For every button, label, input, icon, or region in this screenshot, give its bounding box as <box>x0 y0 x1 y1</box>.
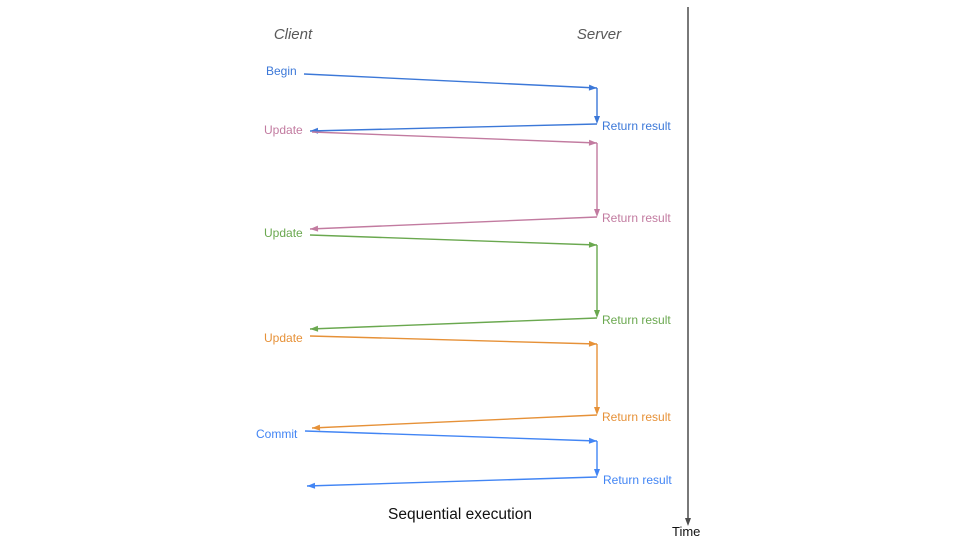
message-commit <box>304 430 600 489</box>
request-line <box>309 234 598 246</box>
request-line <box>304 430 598 442</box>
message-label-update-3: Update <box>264 331 303 345</box>
message-update-3 <box>309 335 600 431</box>
message-label-update-1: Update <box>264 123 303 137</box>
client-lifeline-label: Client <box>273 26 313 43</box>
message-update-2 <box>309 234 600 332</box>
response-line <box>311 414 598 429</box>
request-line <box>303 73 598 89</box>
processing-arrowhead-icon <box>594 407 600 415</box>
response-arrowhead-icon <box>307 482 316 489</box>
processing-arrowhead-icon <box>594 116 600 124</box>
request-arrowhead-icon <box>588 84 597 91</box>
response-arrowhead-icon <box>310 325 319 332</box>
response-line <box>309 216 598 230</box>
response-line <box>309 317 598 330</box>
return-label-begin: Return result <box>602 119 671 133</box>
processing-arrowhead-icon <box>594 310 600 318</box>
request-arrowhead-icon <box>588 139 597 146</box>
message-label-begin: Begin <box>266 64 297 78</box>
processing-arrowhead-icon <box>594 209 600 217</box>
request-line <box>311 131 598 144</box>
message-update-1 <box>309 131 600 232</box>
request-line <box>309 335 598 345</box>
time-axis <box>685 7 691 526</box>
return-label-update-3: Return result <box>602 410 671 424</box>
processing-arrowhead-icon <box>594 469 600 477</box>
request-arrowhead-icon <box>588 241 597 248</box>
time-axis-label: Time <box>672 524 701 539</box>
response-arrowhead-icon <box>312 424 321 431</box>
diagram-caption: Sequential execution <box>388 506 532 523</box>
message-label-commit: Commit <box>256 427 298 441</box>
return-label-commit: Return result <box>603 473 672 487</box>
response-arrowhead-icon <box>310 225 319 232</box>
response-line <box>306 476 598 487</box>
server-lifeline-label: Server <box>576 26 622 43</box>
return-label-update-2: Return result <box>602 313 671 327</box>
return-label-update-1: Return result <box>602 211 671 225</box>
message-label-update-2: Update <box>264 226 303 240</box>
response-arrowhead-icon <box>310 127 319 134</box>
request-arrowhead-icon <box>588 437 597 444</box>
message-begin <box>303 73 600 134</box>
time-axis-arrowhead-icon <box>685 518 691 526</box>
response-line <box>309 123 598 132</box>
request-arrowhead-icon <box>588 340 597 347</box>
